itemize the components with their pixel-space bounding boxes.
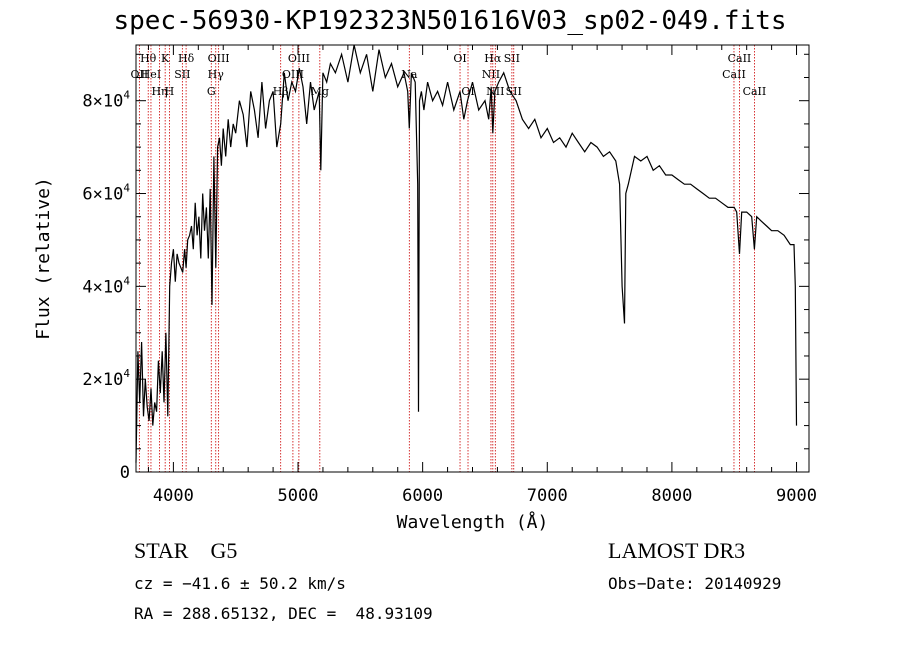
y-tick-label: 0 [120,463,130,483]
y-tick-mantissa: 0 [120,463,130,483]
y-tick-mantissa: 2×10 [82,370,123,390]
y-tick-label: 2×104 [82,367,130,390]
y-tick-exponent: 4 [123,89,130,102]
y-tick-exponent: 4 [123,367,130,380]
line-label-Mg: Mg [311,85,329,98]
line-label-SII: SII [506,85,522,98]
y-tick-mantissa: 8×10 [82,92,123,112]
x-axis-label: Wavelength (Å) [397,511,549,533]
subclass-label: G5 [210,538,238,563]
y-tick-exponent: 4 [123,274,130,287]
class-label: STAR [134,538,189,563]
line-label-K: K [161,52,170,65]
line-label-Hβ: Hβ [273,85,289,98]
chart-title: spec-56930-KP192323N501616V03_sp02-049.f… [113,6,787,36]
line-label-OI: OI [461,85,474,98]
y-tick-exponent: 4 [123,182,130,195]
axis-ticks: 4000 5000 6000 7000 8000 900002×1044×1046×104… [82,45,817,506]
y-axis-label: Flux (relative) [33,177,54,340]
line-label-Hγ: Hγ [208,68,225,81]
x-tick-label: 9000 [776,486,817,506]
line-label-CaII: CaII [743,85,767,98]
line-label-OIII: OIII [288,52,310,65]
y-tick-label: 4×104 [82,274,130,297]
spectrum-line [135,44,798,463]
x-tick-label: 7000 [527,486,568,506]
x-tick-label: 4000 [153,486,194,506]
line-label-H: H [165,85,175,98]
line-label-OI: OI [453,52,466,65]
line-label-HeI: HeI [141,68,161,81]
line-label-G: G [207,85,216,98]
line-label-Hα: Hα [484,52,502,65]
y-tick-label: 8×104 [82,89,130,112]
line-label-CaII: CaII [722,68,746,81]
line-label-OII: OII [131,68,149,81]
line-label-CaII: CaII [728,52,752,65]
line-label-Hη: Hη [151,85,167,98]
y-tick-label: 6×104 [82,182,130,205]
obs-date: Obs−Date: 20140929 [608,574,782,593]
x-tick-label: 5000 [278,486,319,506]
line-label-OIII: OIII [208,52,230,65]
y-tick-mantissa: 4×10 [82,277,123,297]
star-class: STAR G5 [134,538,237,564]
line-label-SII: SII [174,68,190,81]
survey-label: LAMOST DR3 [608,538,746,563]
x-tick-label: 8000 [651,486,692,506]
x-tick-label: 6000 [402,486,443,506]
ra-dec-readout: RA = 288.65132, DEC = 48.93109 [134,604,433,623]
y-tick-mantissa: 6×10 [82,185,123,205]
cz-readout: cz = −41.6 ± 50.2 km/s [134,574,346,593]
plot-frame [135,44,810,473]
line-label-Hθ: Hθ [140,52,157,65]
spectral-line-markers: OIIHθHeIHηKHSIIHδGHγOIIIHβOIIIOIIIMgNaOI… [131,45,767,472]
line-label-NII: NII [482,68,500,81]
line-label-Hδ: Hδ [178,52,195,65]
line-label-SII: SII [504,52,520,65]
